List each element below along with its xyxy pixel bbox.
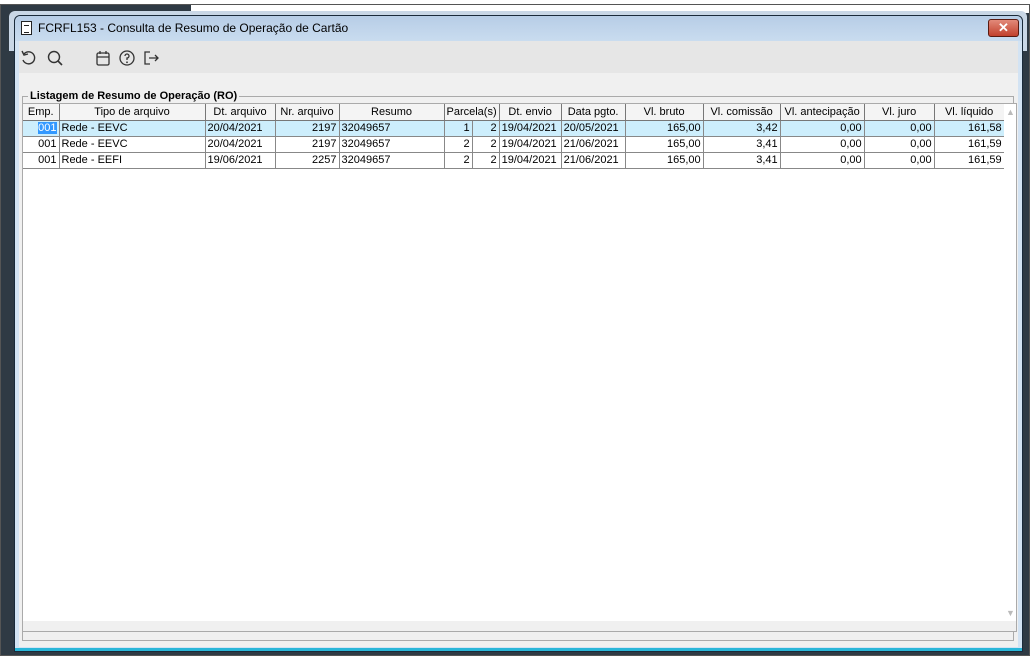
table-cell[interactable]: 165,00	[625, 136, 704, 153]
table-cell[interactable]: 19/04/2021	[499, 120, 562, 137]
table-cell[interactable]: 2257	[275, 152, 340, 169]
table-cell[interactable]: 001	[23, 152, 60, 169]
table-row[interactable]: 001 Rede - EEVC 20/04/2021 2197 32049657 1 2 19…	[23, 120, 1005, 137]
column-header[interactable]: Dt. envio	[499, 104, 562, 121]
refresh-icon[interactable]	[19, 48, 39, 68]
table-row[interactable]: 001 Rede - EEVC 20/04/2021 2197 32049657 2 2 19…	[23, 136, 1005, 153]
column-header[interactable]: Dt. arquivo	[205, 104, 276, 121]
scroll-up-icon[interactable]: ▲	[1006, 107, 1015, 117]
table-cell[interactable]: 2197	[275, 136, 340, 153]
table-cell[interactable]: 161,59	[934, 152, 1005, 169]
table-cell[interactable]: 21/06/2021	[561, 136, 626, 153]
table-cell[interactable]: 0,00	[780, 136, 865, 153]
ro-table: Emp. Tipo de arquivo Dt. arquivo Nr. arquiv…	[22, 103, 1017, 632]
table-cell[interactable]: Rede - EEVC	[59, 136, 206, 153]
toolbar	[19, 41, 1018, 73]
table-cell[interactable]: 19/06/2021	[205, 152, 276, 169]
table-cell[interactable]: 161,59	[934, 136, 1005, 153]
dialog-window: FCRFL153 - Consulta de Resumo de Operaçã…	[14, 15, 1023, 652]
table-cell[interactable]: 0,00	[780, 152, 865, 169]
column-header[interactable]: Emp.	[23, 104, 60, 121]
table-cell[interactable]: 21/06/2021	[561, 152, 626, 169]
table-cell[interactable]: 0,00	[780, 120, 865, 137]
column-header[interactable]: Vl. comissão	[703, 104, 781, 121]
table-cell[interactable]: 20/05/2021	[561, 120, 626, 137]
table-cell[interactable]: 0,00	[864, 120, 935, 137]
table-cell[interactable]: 3,41	[703, 152, 781, 169]
table-cell[interactable]: 165,00	[625, 120, 704, 137]
exit-icon[interactable]	[141, 48, 161, 68]
title-bar: FCRFL153 - Consulta de Resumo de Operaçã…	[15, 16, 1022, 41]
table-cell[interactable]: 32049657	[339, 152, 445, 169]
table-cell[interactable]: 0,00	[864, 152, 935, 169]
column-header[interactable]: Vl. antecipação	[780, 104, 865, 121]
table-cell[interactable]: 165,00	[625, 152, 704, 169]
table-cell[interactable]: 20/04/2021	[205, 120, 276, 137]
table-cell[interactable]: 0,00	[864, 136, 935, 153]
table-cell[interactable]: 20/04/2021	[205, 136, 276, 153]
column-header[interactable]: Data pgto.	[561, 104, 626, 121]
table-row[interactable]: 001 Rede - EEFI 19/06/2021 2257 32049657 2 2 19…	[23, 152, 1005, 169]
vertical-scrollbar[interactable]: ▲ ▼	[1004, 104, 1016, 621]
table-cell[interactable]: 2	[444, 152, 473, 169]
table-cell[interactable]: 1	[444, 120, 473, 137]
calendar-icon[interactable]	[93, 48, 113, 68]
table-cell[interactable]: 19/04/2021	[499, 152, 562, 169]
search-icon[interactable]	[45, 48, 65, 68]
table-cell[interactable]: 001	[23, 120, 60, 137]
column-header[interactable]: Parcela(s)	[444, 104, 500, 121]
table-cell[interactable]: 19/04/2021	[499, 136, 562, 153]
column-header[interactable]: Resumo	[339, 104, 445, 121]
table-cell[interactable]: Rede - EEFI	[59, 152, 206, 169]
group-title: Listagem de Resumo de Operação (RO)	[28, 90, 240, 102]
table-cell[interactable]: 3,41	[703, 136, 781, 153]
column-header[interactable]: Tipo de arquivo	[59, 104, 206, 121]
table-cell[interactable]: 001	[23, 136, 60, 153]
table-cell[interactable]: 2	[444, 136, 473, 153]
column-header[interactable]: Vl. líquido	[934, 104, 1005, 121]
scroll-down-icon[interactable]: ▼	[1006, 608, 1015, 618]
close-button[interactable]: ✕	[988, 19, 1019, 37]
table-cell[interactable]: 32049657	[339, 136, 445, 153]
column-header[interactable]: Vl. bruto	[625, 104, 704, 121]
table-cell[interactable]: 2	[472, 136, 500, 153]
column-header[interactable]: Vl. juro	[864, 104, 935, 121]
column-header[interactable]: Nr. arquivo	[275, 104, 340, 121]
table-cell[interactable]: 161,58	[934, 120, 1005, 137]
table-cell[interactable]: 2	[472, 152, 500, 169]
help-icon[interactable]	[117, 48, 137, 68]
table-cell[interactable]: 2	[472, 120, 500, 137]
table-cell[interactable]: Rede - EEVC	[59, 120, 206, 137]
active-cell-text: 001	[38, 122, 57, 134]
document-icon	[21, 21, 32, 35]
table-cell[interactable]: 32049657	[339, 120, 445, 137]
window-title: FCRFL153 - Consulta de Resumo de Operaçã…	[38, 21, 349, 35]
table-cell[interactable]: 3,42	[703, 120, 781, 137]
table-cell[interactable]: 2197	[275, 120, 340, 137]
